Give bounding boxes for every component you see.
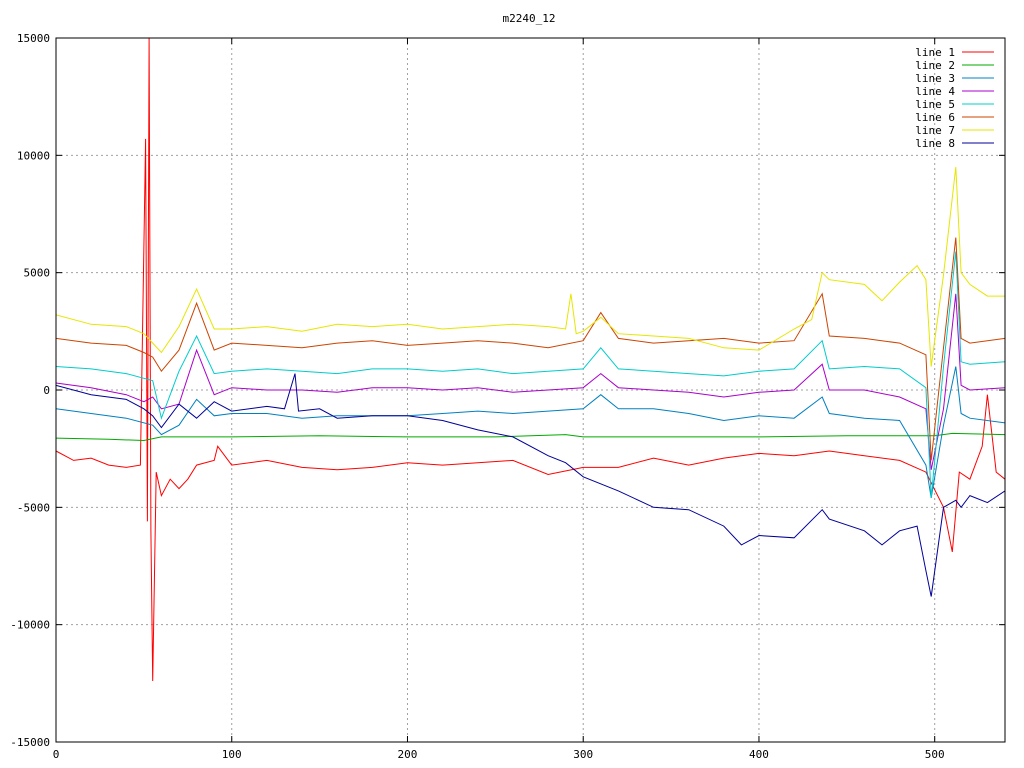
legend-label: line 3: [915, 72, 955, 85]
x-tick-label: 400: [749, 748, 769, 761]
series-lines: [56, 38, 1005, 682]
legend-label: line 6: [915, 111, 955, 124]
series-line-1: [56, 38, 1005, 682]
series-line-4: [56, 293, 1005, 470]
legend-label: line 8: [915, 137, 955, 150]
y-tick-label: 5000: [24, 267, 51, 280]
series-line-3: [56, 366, 1005, 498]
x-tick-label: 0: [53, 748, 60, 761]
y-tick-label: -15000: [10, 736, 50, 749]
y-tick-label: -10000: [10, 619, 50, 632]
series-line-7: [56, 167, 1005, 367]
legend-label: line 2: [915, 59, 955, 72]
x-tick-label: 100: [222, 748, 242, 761]
series-line-6: [56, 237, 1005, 461]
series-line-8: [56, 373, 1005, 597]
axis-ticks: 0 100 200 300 400 500 -15000 -10000 -5000 0 5000 10…: [10, 32, 1005, 761]
legend-label: line 4: [915, 85, 955, 98]
series-line-2: [56, 432, 1005, 442]
y-tick-label: 10000: [17, 149, 50, 162]
y-tick-label: 0: [43, 384, 50, 397]
series-line-5: [56, 251, 1005, 498]
legend-label: line 1: [915, 46, 955, 59]
y-tick-label: -5000: [17, 501, 50, 514]
legend-label: line 5: [915, 98, 955, 111]
x-tick-label: 500: [925, 748, 945, 761]
x-tick-label: 200: [398, 748, 418, 761]
x-tick-label: 300: [573, 748, 593, 761]
chart-title: m2240_12: [503, 12, 556, 25]
y-tick-label: 15000: [17, 32, 50, 45]
legend-label: line 7: [915, 124, 955, 137]
